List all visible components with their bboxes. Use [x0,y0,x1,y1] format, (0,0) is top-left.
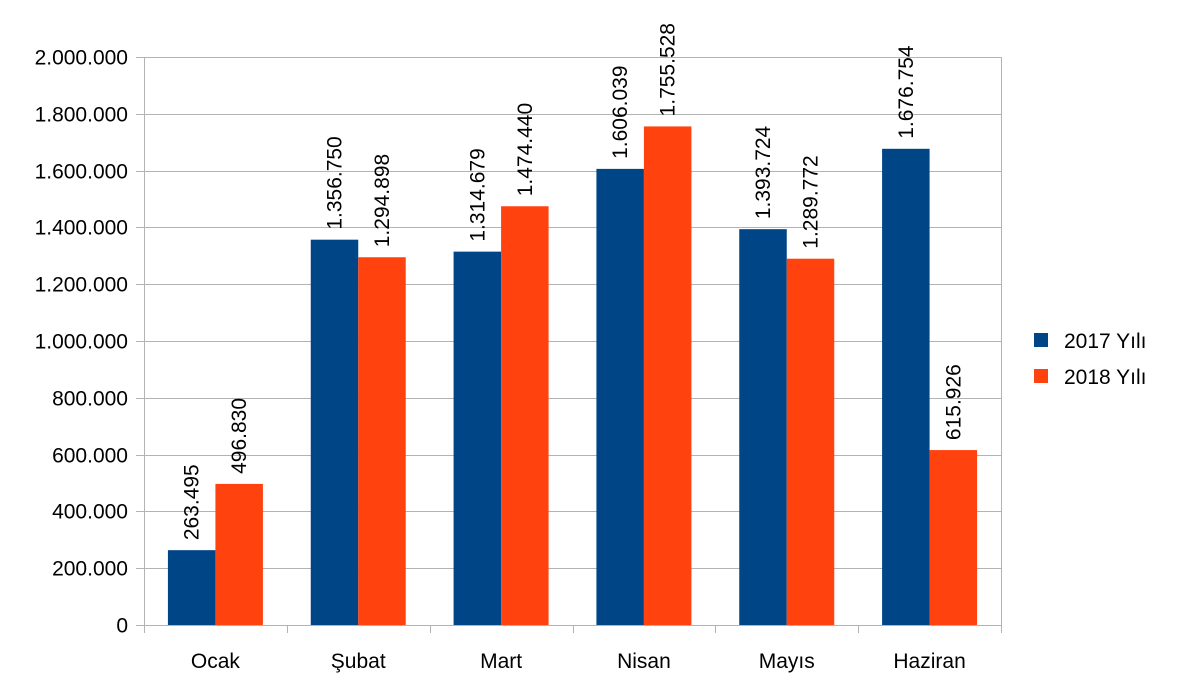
data-label: 1.755.528 [657,23,680,116]
bar-2017 [167,550,216,625]
data-label: 1.474.440 [514,103,537,196]
data-label: 1.294.898 [371,154,394,247]
x-category-label: Şubat [331,650,386,673]
data-label: 496.830 [228,398,251,474]
bar-2018 [215,483,263,625]
y-tick-label: 400.000 [52,501,128,524]
bar-2018 [929,450,978,625]
legend: 2017 Yılı 2018 Yılı [1034,330,1147,389]
y-tick-label: 1.000.000 [35,331,128,354]
y-tick-label: 2.000.000 [35,47,128,70]
y-tick-label: 600.000 [52,445,128,468]
bar-2018 [501,206,549,625]
data-label: 263.495 [181,464,204,540]
y-tick-label: 0 [116,615,128,638]
data-label: 1.393.724 [752,125,775,219]
data-label: 1.356.750 [324,136,347,229]
bar-2017 [596,168,644,625]
x-category-label: Ocak [191,650,241,673]
data-label: 615.926 [942,364,965,440]
gridlines [144,57,1001,626]
x-category-label: Mart [480,650,522,673]
legend-label: 2018 Yılı [1064,366,1147,389]
data-label: 1.289.772 [800,155,823,248]
axes: 0 200.000 400.000 600.000 800.000 1.000.000 1.… [35,47,1002,673]
bar-2017 [310,239,359,626]
y-tick-label: 1.800.000 [35,104,128,127]
y-tick-label: 1.200.000 [35,274,128,297]
bar-2017 [453,251,502,625]
y-tick-label: 800.000 [52,388,128,411]
bar-2017 [739,229,787,626]
data-label: 1.314.679 [466,148,489,241]
legend-swatch [1034,369,1048,383]
y-tick-label: 1.600.000 [35,161,128,184]
bar-2018 [786,258,835,625]
legend-label: 2017 Yılı [1064,330,1147,353]
bar-2018 [358,257,406,625]
data-label: 1.606.039 [609,65,632,158]
x-category-label: Mayıs [759,650,815,673]
bar-2018 [643,126,692,625]
bar-2017 [882,148,930,625]
data-labels: 263.495 496.830 1.356.750 1.294.898 1.314.67… [181,23,966,540]
data-label: 1.676.754 [895,45,918,139]
legend-swatch [1034,333,1048,347]
y-tick-label: 1.400.000 [35,217,128,240]
y-tick-label: 200.000 [52,558,128,581]
x-category-label: Haziran [893,650,965,673]
x-category-label: Nisan [617,650,671,673]
bars [167,126,978,626]
